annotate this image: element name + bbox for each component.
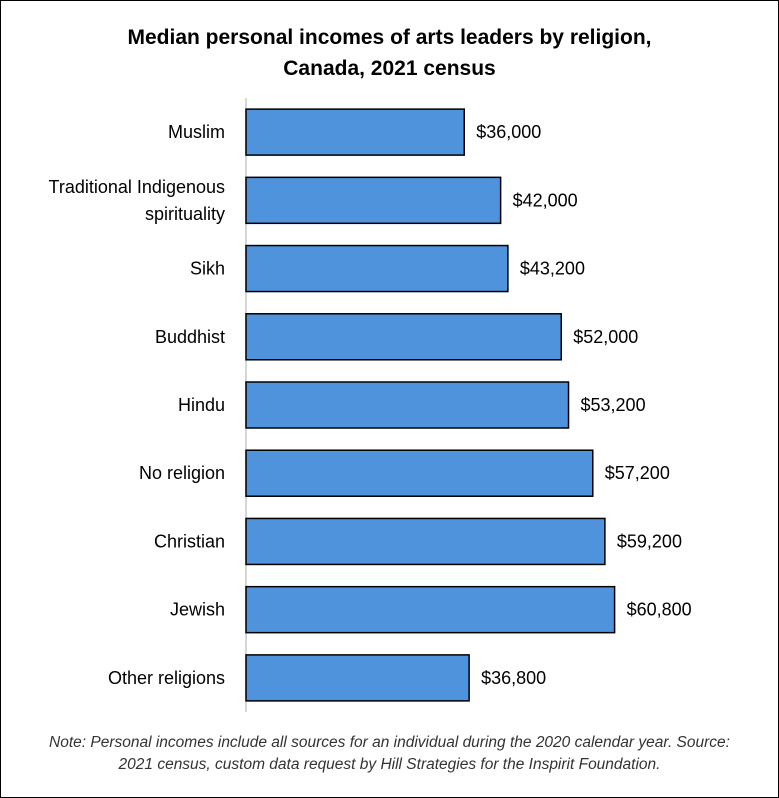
chart-title: Median personal incomes of arts leaders … [0,22,779,84]
bar-value-label: $52,000 [573,327,638,347]
bar-value-label: $53,200 [581,395,646,415]
category-label: Traditional Indigenous spirituality [49,177,225,224]
bar [245,108,465,156]
bar-value-label: $57,200 [605,463,670,483]
category-label: Hindu [178,395,225,415]
chart-note-line-1: Note: Personal incomes include all sourc… [49,734,730,751]
category-label: Christian [154,531,225,551]
chart-note: Note: Personal incomes include all sourc… [0,732,779,776]
bar-value-label: $59,200 [617,531,682,551]
bar-value-label: $42,000 [513,190,578,210]
bar [245,449,594,497]
bar-value-label: $43,200 [520,259,585,279]
bar [245,244,509,293]
bar-value-label: $36,000 [476,122,541,142]
category-label: Jewish [170,600,225,620]
chart-note-line-2: 2021 census, custom data request by Hill… [118,756,661,773]
bar [245,585,616,634]
bar [245,654,470,702]
bar [245,313,562,361]
bar [245,517,606,566]
category-label: Other religions [108,668,225,688]
bar [245,176,502,225]
chart-title-line-1: Median personal incomes of arts leaders … [127,26,652,49]
bar [245,381,570,429]
category-label: Sikh [190,259,225,279]
bar-value-label: $36,800 [481,668,546,688]
category-label: Buddhist [155,327,225,347]
bar-value-label: $60,800 [627,600,692,620]
category-label: Muslim [168,122,225,142]
category-label: No religion [139,463,225,483]
chart-title-line-2: Canada, 2021 census [283,57,496,80]
